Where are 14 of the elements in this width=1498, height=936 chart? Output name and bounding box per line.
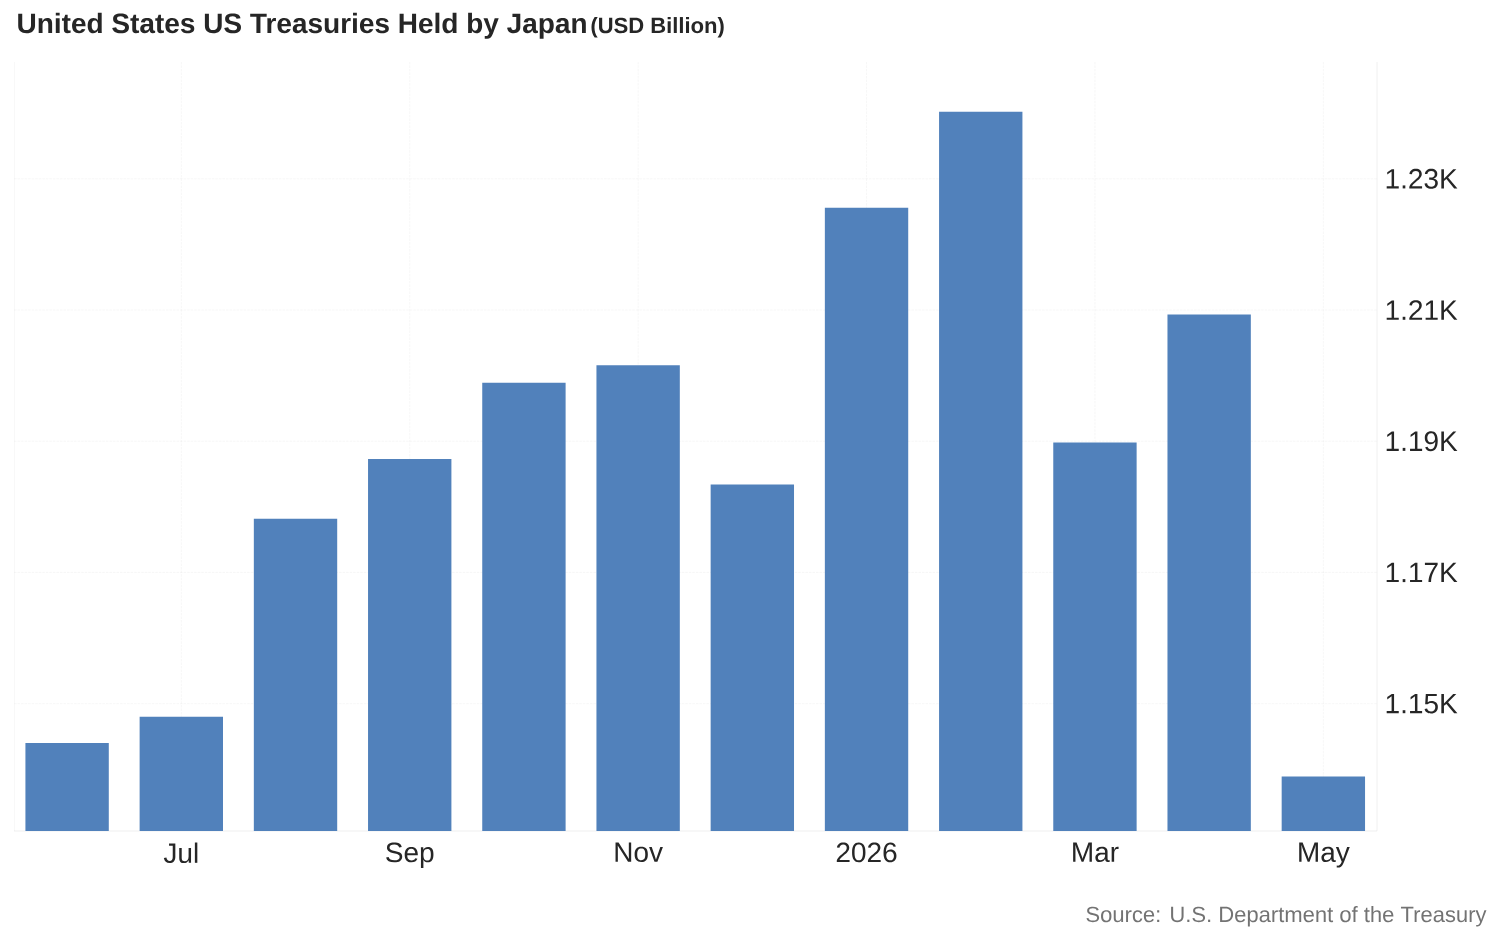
y-tick-label: 1.15K (1386, 693, 1458, 714)
x-tick-label: May (1299, 842, 1350, 868)
x-tick-label: Nov (615, 842, 663, 863)
source-note: Source: U.S. Department of the Treasury (1086, 906, 1487, 927)
x-tick-label: 2026 (836, 842, 897, 863)
chart-title: United States US Treasuries Held by Japan (18, 12, 586, 39)
x-tick-label: Jul (163, 842, 198, 864)
x-tick-label: Mar (1073, 842, 1119, 863)
y-tick-label: 1.19K (1386, 431, 1458, 452)
y-tick-label: 1.23K (1386, 168, 1458, 189)
chart-subtitle: (USD Billion) (591, 17, 724, 38)
y-tick-label: 1.21K (1386, 300, 1458, 320)
y-tick-label: 1.17K (1386, 562, 1458, 583)
x-tick-label: Sep (386, 842, 434, 868)
